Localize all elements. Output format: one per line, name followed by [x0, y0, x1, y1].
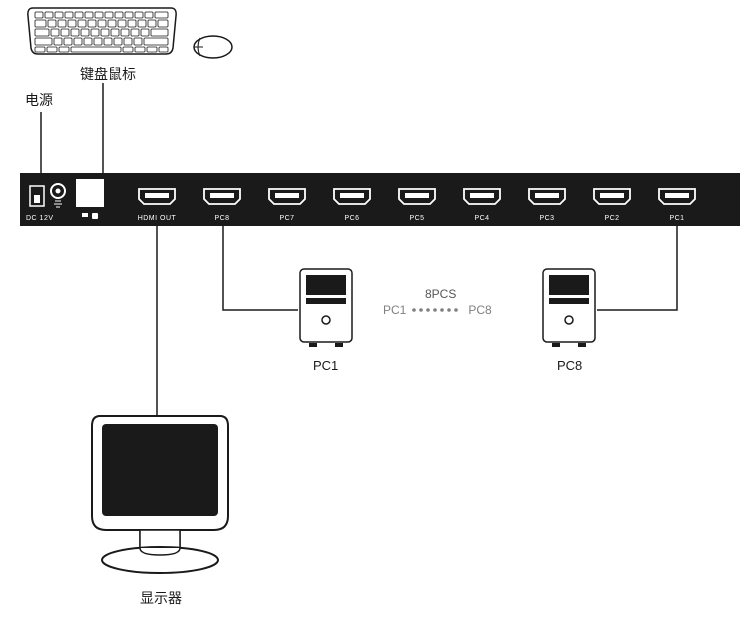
svg-text:PC6: PC6: [344, 215, 359, 222]
svg-text:PC8: PC8: [214, 215, 229, 222]
pc1-label: PC1: [313, 358, 338, 373]
keyboard-icon: [27, 6, 177, 56]
svg-text:PC5: PC5: [409, 215, 424, 222]
pcs-count-label: 8PCS: [425, 287, 456, 301]
svg-text:PC3: PC3: [539, 215, 554, 222]
svg-text:PC2: PC2: [604, 215, 619, 222]
svg-text:PC1: PC1: [669, 215, 684, 222]
svg-text:PC4: PC4: [474, 215, 489, 222]
pcs-range: PC1 PC8: [383, 303, 492, 317]
kvm-switch: DC 12V HDMI OUT PC8 PC7 PC6 PC5 PC4 PC3 PC2 PC1: [20, 173, 740, 226]
monitor-icon: [80, 408, 240, 578]
pc1-tower-icon: [299, 268, 353, 348]
pc8-label: PC8: [557, 358, 582, 373]
keyboard-mouse-label: 键盘鼠标: [80, 64, 136, 84]
monitor-label: 显示器: [140, 588, 182, 608]
pc8-tower-icon: [542, 268, 596, 348]
pcs-range-left: PC1: [383, 303, 406, 317]
dots-icon: [410, 306, 464, 314]
power-label: 电源: [25, 90, 53, 110]
svg-text:DC 12V: DC 12V: [26, 215, 54, 222]
mouse-icon: [192, 34, 234, 60]
svg-text:HDMI OUT: HDMI OUT: [138, 215, 177, 222]
pcs-range-right: PC8: [468, 303, 491, 317]
svg-text:PC7: PC7: [279, 215, 294, 222]
